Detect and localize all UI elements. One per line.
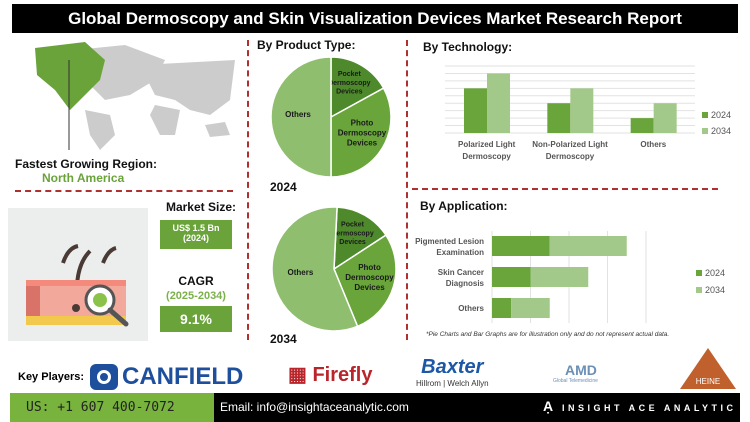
pie-label: Others bbox=[287, 268, 313, 277]
market-size-value: US$ 1.5 Bn bbox=[172, 223, 220, 233]
legend-label: 2034 bbox=[711, 126, 731, 136]
pie-slice bbox=[333, 234, 397, 328]
bar bbox=[492, 298, 512, 318]
bar bbox=[530, 267, 589, 287]
legend-label: 2024 bbox=[711, 110, 731, 120]
pie-label: Dermoscopy bbox=[328, 80, 371, 87]
cagr-period: (2025-2034) bbox=[166, 290, 226, 302]
bar bbox=[511, 298, 550, 318]
pie-slice bbox=[330, 87, 392, 178]
market-size-year: (2024) bbox=[182, 233, 209, 243]
category-label: Others bbox=[640, 140, 666, 149]
region-label: Fastest Growing Region: bbox=[15, 157, 158, 171]
bar bbox=[492, 236, 550, 256]
pie-chart-2024: PocketDermoscopyDevicesPhotoDermoscopyDe… bbox=[270, 56, 392, 178]
market-size-label: Market Size: bbox=[165, 200, 236, 214]
category-label: Dermoscopy bbox=[546, 152, 595, 161]
category-label: Diagnosis bbox=[446, 279, 485, 288]
footer-bar bbox=[214, 393, 740, 422]
pie-label-2024: 2024 bbox=[270, 180, 297, 194]
pie-label: Devices bbox=[336, 89, 363, 96]
footnote: *Pie Charts and Bar Graphs are for illus… bbox=[426, 331, 670, 338]
legend-label: 2024 bbox=[705, 268, 725, 278]
bar bbox=[549, 236, 627, 256]
bar bbox=[570, 88, 594, 133]
cagr-value: 9.1% bbox=[160, 306, 232, 332]
divider bbox=[15, 190, 233, 192]
pie-label: Others bbox=[285, 110, 311, 119]
pie-slice bbox=[330, 56, 385, 119]
email-link[interactable]: Email: info@insightaceanalytic.com bbox=[220, 400, 409, 414]
page-title: Global Dermoscopy and Skin Visualization… bbox=[12, 4, 738, 33]
application-title: By Application: bbox=[420, 199, 508, 213]
legend-label: 2034 bbox=[705, 285, 725, 295]
heine-logo: HEINE bbox=[680, 348, 736, 389]
canfield-logo: CANFIELD bbox=[90, 363, 243, 391]
divider bbox=[412, 188, 718, 190]
firefly-logo: ▦ Firefly bbox=[288, 364, 373, 386]
legend-swatch bbox=[696, 270, 702, 276]
bar bbox=[547, 103, 571, 133]
application-bar-chart: Pigmented Lesion Examination Skin Cancer Di… bbox=[415, 231, 725, 323]
legend-swatch bbox=[702, 128, 708, 134]
brand-name: INSIGHT ACE ANALYTIC bbox=[562, 403, 737, 413]
pie-label: Devices bbox=[354, 283, 385, 292]
phone-number[interactable]: US: +1 607 400-7072 bbox=[10, 393, 214, 422]
svg-text:HEINE: HEINE bbox=[696, 377, 720, 386]
category-label: Dermoscopy bbox=[462, 152, 511, 161]
category-label: Examination bbox=[436, 248, 484, 257]
pie-slice bbox=[271, 206, 359, 332]
category-label: Others bbox=[458, 304, 484, 313]
cagr-label: CAGR bbox=[178, 274, 214, 288]
brand-icon: Ạ bbox=[543, 398, 554, 414]
bar bbox=[487, 73, 510, 133]
amd-logo: AMD Global Telemedicine bbox=[553, 362, 598, 384]
product-type-title: By Product Type: bbox=[257, 38, 356, 52]
pie-label: Dermoscopy bbox=[345, 273, 394, 282]
pie-label: Pocket bbox=[338, 71, 362, 78]
skin-illustration bbox=[8, 208, 148, 341]
north-america-highlight bbox=[35, 42, 105, 110]
bar bbox=[630, 118, 654, 133]
category-label: Non-Polarized Light bbox=[532, 140, 608, 149]
category-label: Pigmented Lesion bbox=[415, 237, 484, 246]
technology-bar-chart: Polarized Light Dermoscopy Non-Polarized L… bbox=[445, 65, 731, 161]
pie-label: Dermoscopy bbox=[331, 230, 374, 237]
region-value: North America bbox=[42, 171, 125, 185]
market-size-box: US$ 1.5 Bn (2024) bbox=[160, 220, 232, 249]
bar bbox=[492, 267, 531, 287]
bar bbox=[464, 88, 487, 133]
pie-slice bbox=[270, 56, 332, 178]
pie-label: Devices bbox=[347, 138, 378, 147]
pie-label: Photo bbox=[351, 118, 374, 127]
divider bbox=[406, 40, 408, 340]
world-map bbox=[35, 42, 235, 150]
bar bbox=[653, 103, 677, 133]
pie-label: Pocket bbox=[341, 222, 365, 229]
key-players-label: Key Players: bbox=[18, 371, 85, 383]
baxter-logo: Baxter Hillrom | Welch Allyn bbox=[416, 356, 489, 388]
pie-label: Photo bbox=[358, 263, 381, 272]
pie-slice bbox=[333, 206, 387, 271]
legend-swatch bbox=[702, 112, 708, 118]
pie-label: Dermoscopy bbox=[338, 128, 387, 137]
canfield-icon bbox=[90, 364, 118, 390]
skin-magnifier-icon bbox=[26, 244, 129, 327]
pie-label-2034: 2034 bbox=[270, 332, 297, 346]
category-label: Polarized Light bbox=[458, 140, 516, 149]
divider bbox=[247, 40, 249, 340]
pie-label: Devices bbox=[339, 239, 366, 246]
legend-swatch bbox=[696, 287, 702, 293]
pie-chart-2034: PocketDermoscopyDevicesPhotoDermoscopyDe… bbox=[271, 206, 397, 332]
category-label: Skin Cancer bbox=[438, 268, 484, 277]
technology-title: By Technology: bbox=[423, 40, 513, 54]
